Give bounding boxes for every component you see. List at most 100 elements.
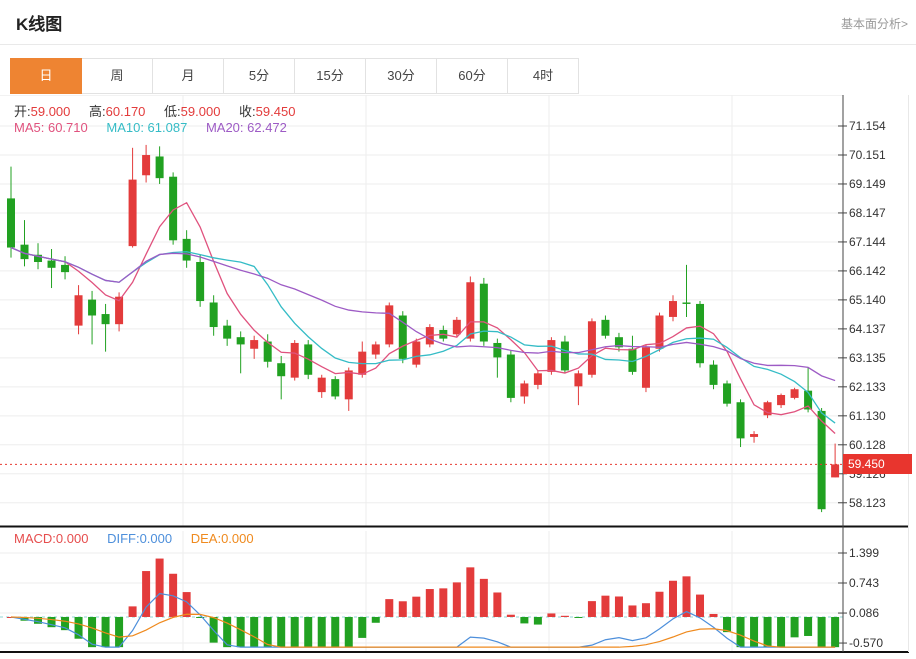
candle-body	[128, 179, 137, 247]
header-divider	[0, 44, 916, 45]
candle-body	[560, 341, 569, 371]
candle-body	[182, 238, 191, 261]
macd-bar	[628, 605, 637, 617]
candle-body	[817, 410, 826, 510]
macd-bar	[115, 616, 124, 648]
candle-body	[385, 305, 394, 345]
interval-tab-2[interactable]: 月	[152, 58, 224, 94]
macd-bar	[547, 613, 556, 617]
y-axis-label: 62.133	[849, 380, 886, 394]
candle-body	[209, 302, 218, 328]
candle-body	[668, 301, 677, 317]
candle-body	[344, 370, 353, 400]
macd-bar	[560, 615, 569, 617]
candle-body	[331, 379, 340, 397]
candle-body	[371, 344, 380, 355]
macd-bar	[709, 613, 718, 617]
macd-bar	[506, 614, 515, 617]
macd-bar	[371, 616, 380, 623]
open-label: 开:	[14, 104, 31, 119]
macd-bar	[236, 616, 245, 648]
candle-body	[601, 319, 610, 336]
candle-body	[804, 390, 813, 410]
interval-tab-0[interactable]: 日	[10, 58, 82, 94]
candle-body	[750, 434, 759, 437]
candle-body	[520, 383, 529, 397]
y-axis-label: 58.123	[849, 496, 886, 510]
macd-bar	[466, 567, 475, 617]
macd-bar	[439, 588, 448, 617]
macd-bar	[101, 616, 110, 648]
candle-body	[614, 337, 623, 348]
candle-body	[682, 302, 691, 304]
macd-bar	[817, 616, 826, 648]
macd-bar	[142, 571, 151, 617]
diff-value: 0.000	[139, 531, 173, 546]
interval-tab-6[interactable]: 60分	[436, 58, 508, 94]
ma10-label: MA10:	[106, 120, 148, 135]
macd-bar	[750, 616, 759, 648]
diff-label: DIFF:	[107, 531, 140, 546]
candle-body	[723, 383, 732, 404]
macd-label: MACD:	[14, 531, 56, 546]
candle-body	[61, 264, 70, 273]
macd-bar	[196, 616, 205, 618]
candle-body	[533, 373, 542, 385]
macd-bar	[452, 582, 461, 617]
interval-tab-5[interactable]: 30分	[365, 58, 437, 94]
y-axis-label: 61.130	[849, 409, 886, 423]
macd-bar	[574, 616, 583, 618]
page-title: K线图	[16, 15, 63, 34]
kline-chart[interactable]: 71.154 70.151 69.149 68.147 67.144 66.142 65.1…	[0, 95, 916, 659]
y-axis-label: 63.135	[849, 351, 886, 365]
macd-bar	[763, 616, 772, 648]
macd-bar	[344, 616, 353, 648]
macd-bar	[317, 616, 326, 648]
candle-body	[317, 377, 326, 393]
candle-body	[34, 254, 43, 263]
candle-body	[628, 348, 637, 372]
macd-bar	[777, 616, 786, 648]
open-value: 59.000	[30, 104, 71, 119]
macd-value: 0.000	[55, 531, 89, 546]
fundamental-analysis-link[interactable]: 基本面分析>	[840, 17, 908, 31]
macd-bar	[533, 616, 542, 625]
interval-tab-3[interactable]: 5分	[223, 58, 295, 94]
macd-bar	[250, 616, 259, 648]
candle-body	[74, 295, 83, 326]
interval-tab-7[interactable]: 4时	[507, 58, 579, 94]
candle-body	[466, 282, 475, 339]
candle-body	[790, 389, 799, 398]
macd-bar	[412, 596, 421, 617]
candle-body	[169, 176, 178, 241]
macd-bar	[398, 601, 407, 617]
ma-legend: MA5: 60.710 MA10: 61.087 MA20: 62.472	[14, 120, 302, 135]
interval-tab-4[interactable]: 15分	[294, 58, 366, 94]
y-axis-label: -0.570	[849, 636, 883, 650]
macd-bar	[696, 594, 705, 617]
ma10-value: 61.087	[147, 120, 188, 135]
ma5-value: 60.710	[47, 120, 88, 135]
ohlc-legend: 开:59.000 高:60.170 低:59.000 收:59.450	[14, 101, 310, 120]
y-axis-label: 0.743	[849, 576, 879, 590]
high-value: 60.170	[105, 104, 146, 119]
y-axis-label: 69.149	[849, 177, 886, 191]
ma20-line	[10, 246, 836, 382]
macd-bar	[668, 580, 677, 617]
y-axis-label: 64.137	[849, 322, 886, 336]
y-axis-label: 67.144	[849, 235, 886, 249]
macd-bar	[263, 616, 272, 648]
macd-bar	[155, 558, 164, 617]
candle-body	[587, 321, 596, 375]
candle-body	[398, 315, 407, 359]
ma5-label: MA5:	[14, 120, 48, 135]
y-axis-label: 1.399	[849, 546, 879, 560]
interval-tab-1[interactable]: 周	[81, 58, 153, 94]
low-label: 低:	[164, 104, 181, 119]
macd-bar	[520, 616, 529, 624]
y-axis-label: 0.086	[849, 606, 879, 620]
macd-bar	[128, 606, 137, 617]
y-axis-label: 66.142	[849, 264, 886, 278]
macd-bar	[790, 616, 799, 638]
candle-body	[506, 354, 515, 398]
